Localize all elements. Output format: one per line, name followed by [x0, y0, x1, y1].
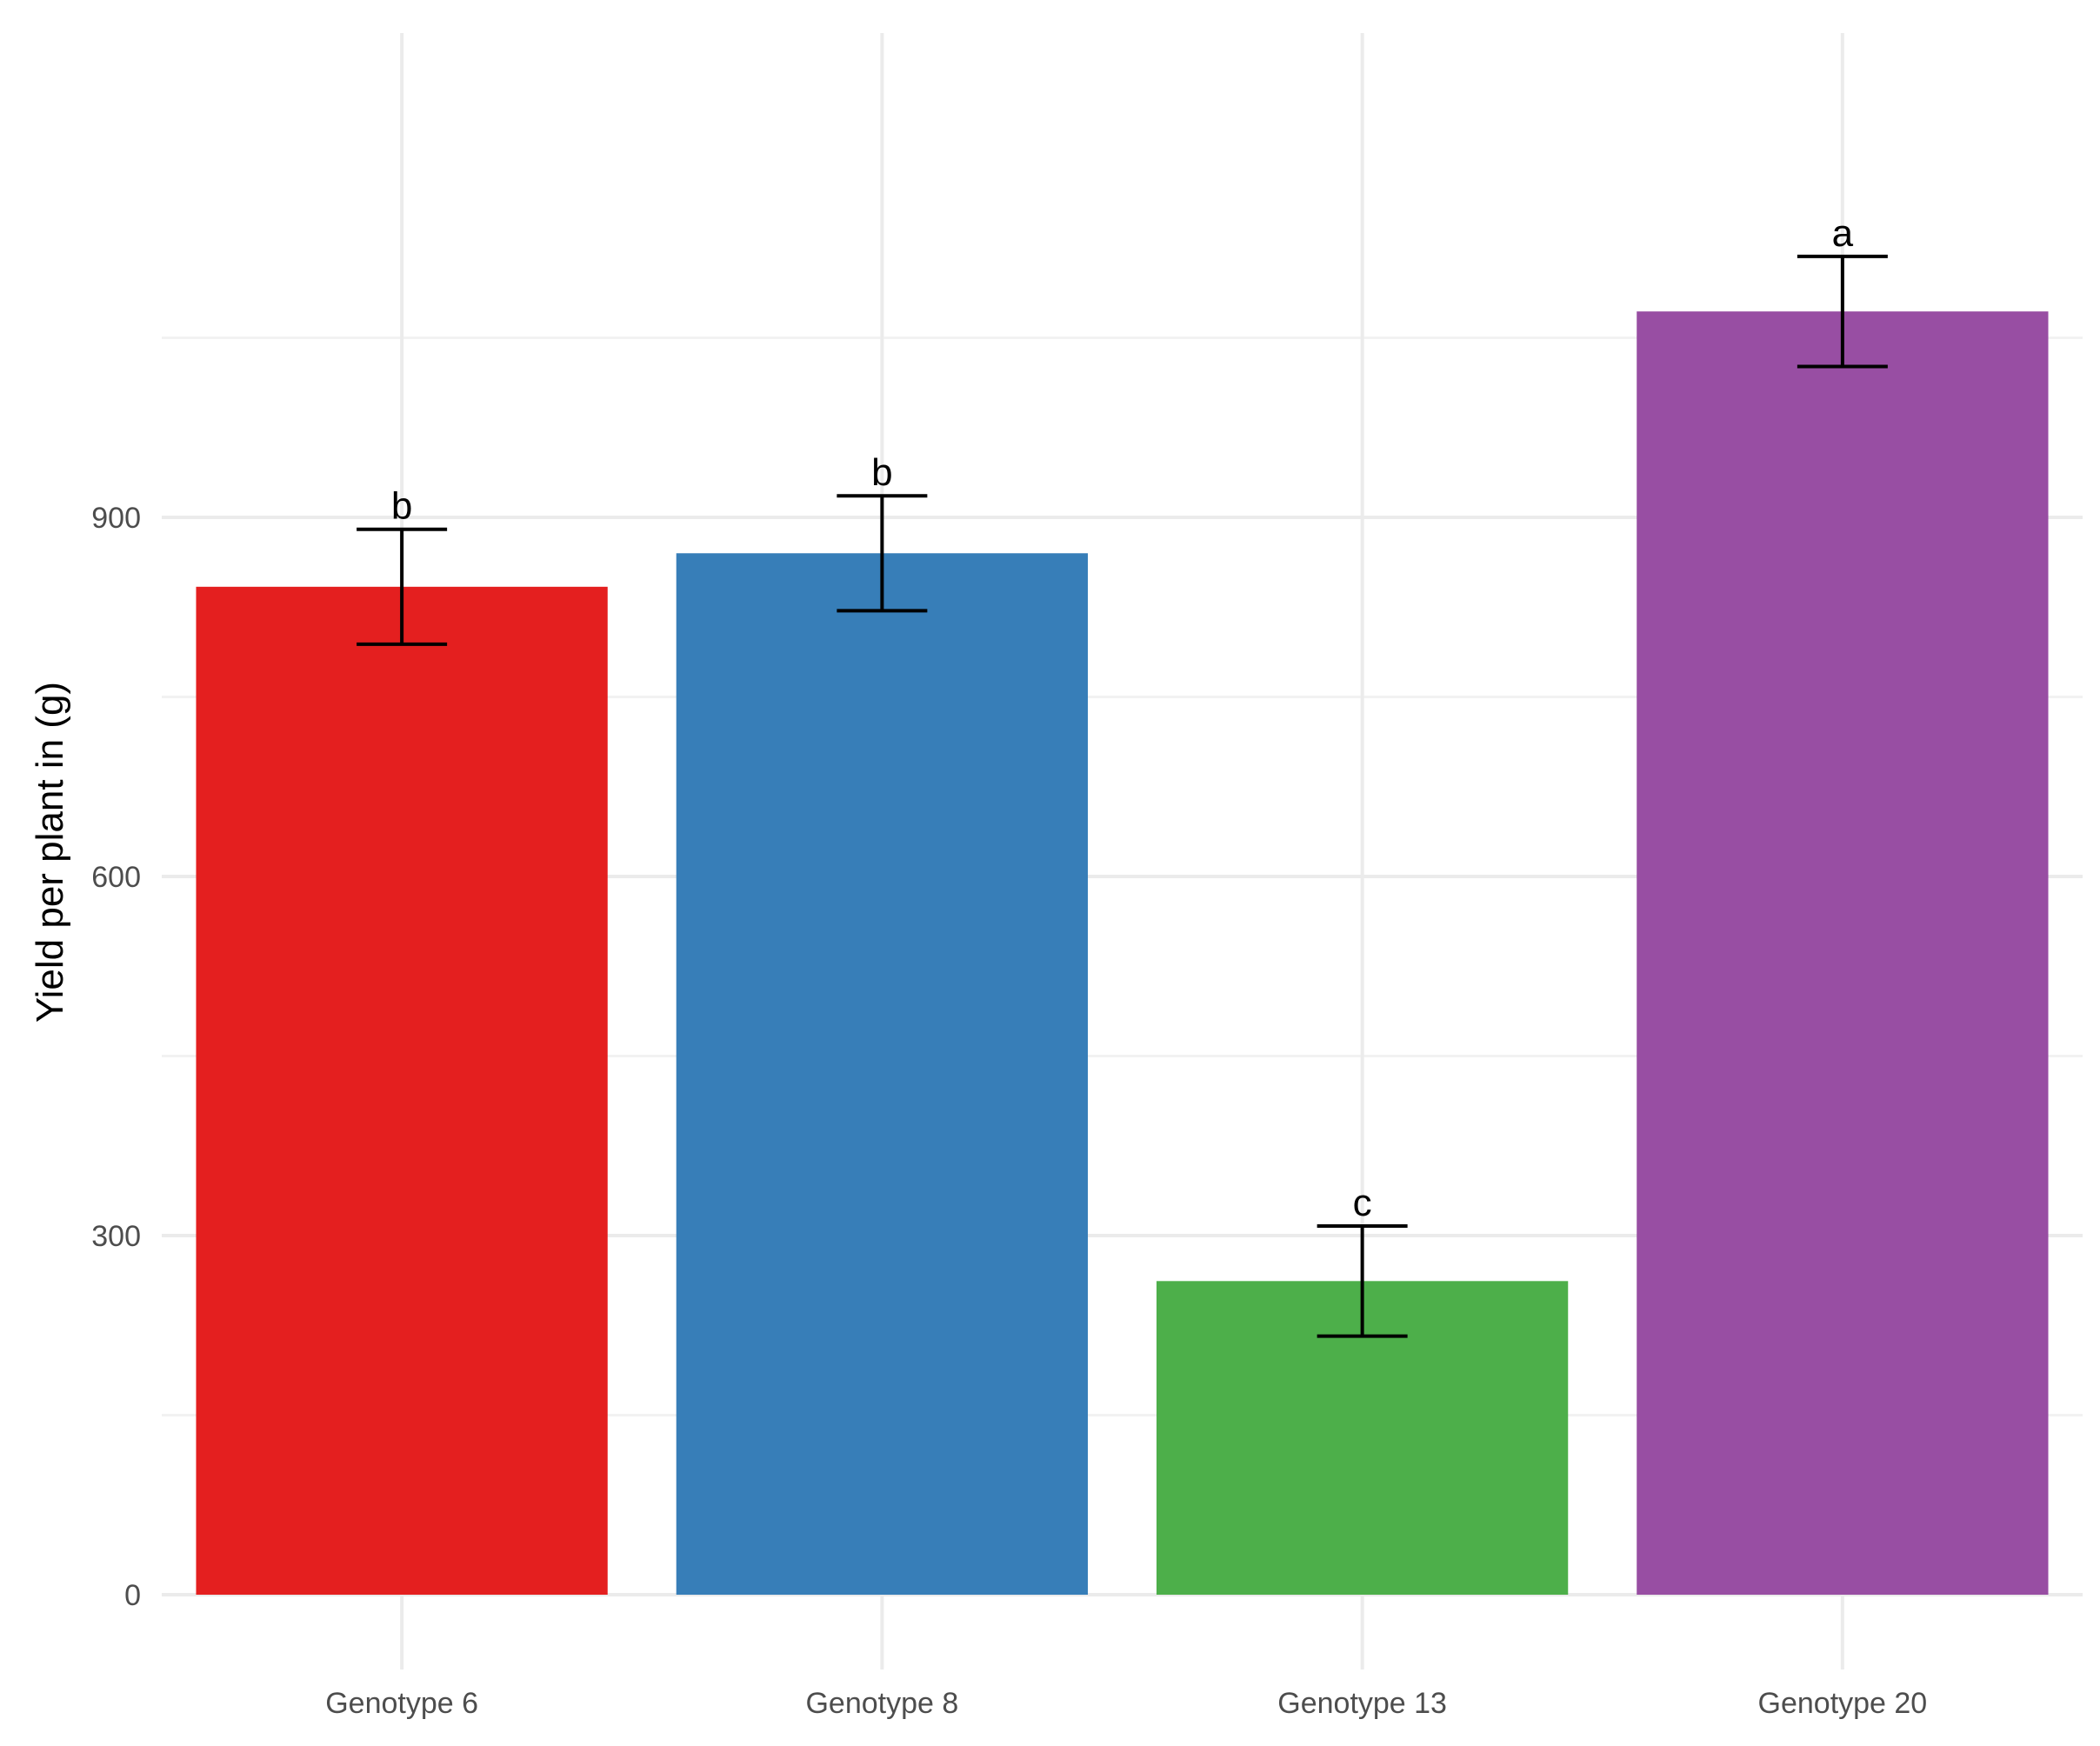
- y-tick-label: 0: [124, 1579, 141, 1612]
- error-bar: [1317, 1223, 1408, 1338]
- bar-genotype-8: [676, 553, 1089, 1595]
- bars: [196, 311, 2049, 1595]
- significance-letter: b: [871, 451, 892, 494]
- x-tick-label: Genotype 20: [1758, 1687, 1928, 1720]
- bar-genotype-20: [1637, 311, 2049, 1595]
- x-tick-label: Genotype 8: [805, 1687, 958, 1720]
- error-bars: [357, 254, 1888, 1338]
- error-bar: [357, 527, 448, 646]
- error-bar: [837, 494, 928, 613]
- y-tick-label: 300: [91, 1220, 141, 1253]
- x-axis-ticks: Genotype 6 Genotype 8 Genotype 13 Genotype …: [325, 1687, 1927, 1720]
- error-bar: [1797, 254, 1888, 369]
- y-axis-title: Yield per plant in (g): [29, 682, 71, 1023]
- y-axis-ticks: 0 300 600 900: [91, 502, 141, 1612]
- x-tick-label: Genotype 13: [1277, 1687, 1447, 1720]
- y-tick-label: 900: [91, 502, 141, 535]
- significance-letter: c: [1353, 1182, 1372, 1224]
- x-tick-label: Genotype 6: [325, 1687, 478, 1720]
- significance-letters: b b c a: [391, 212, 1854, 1224]
- significance-letter: a: [1832, 212, 1854, 255]
- significance-letter: b: [391, 485, 412, 528]
- y-tick-label: 600: [91, 861, 141, 894]
- bar-genotype-6: [196, 586, 608, 1595]
